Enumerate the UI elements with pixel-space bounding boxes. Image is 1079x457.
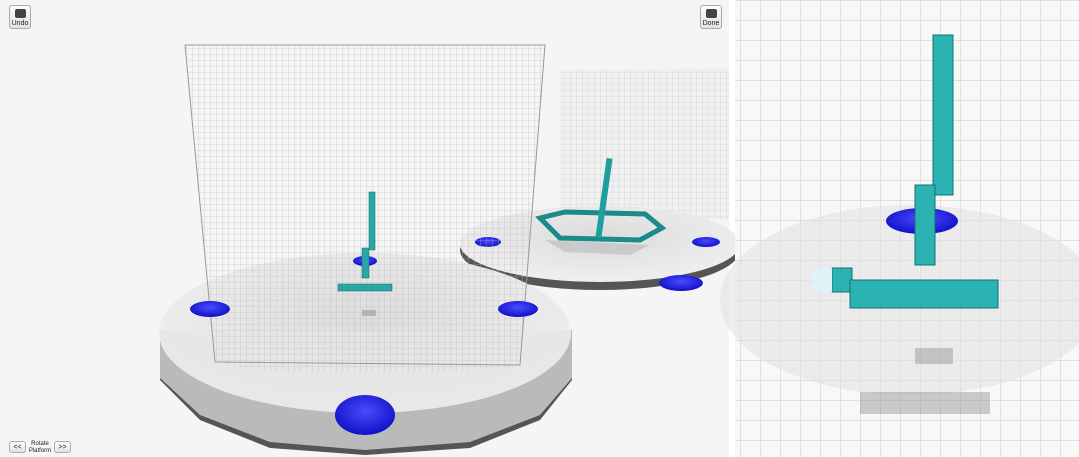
marker-disc — [190, 301, 230, 317]
shadow — [362, 310, 376, 316]
undo-icon — [15, 9, 26, 18]
shadow — [860, 392, 990, 414]
save-icon — [706, 9, 717, 18]
rotate-left-button[interactable]: << — [9, 441, 26, 453]
scene — [0, 0, 1079, 457]
rotate-label: Rotate Platform — [27, 441, 53, 455]
marker-disc — [335, 395, 395, 435]
undo-button[interactable]: Undo — [9, 5, 31, 29]
done-button[interactable]: Done — [700, 5, 722, 29]
build-grid — [185, 45, 545, 372]
shadow — [915, 348, 953, 364]
undo-label: Undo — [12, 20, 29, 27]
ghost-block — [812, 268, 832, 292]
marker-disc — [498, 301, 538, 317]
game-screen: Undo Done << Rotate Platform >> — [0, 0, 1079, 457]
rotate-right-button[interactable]: >> — [54, 441, 71, 453]
done-label: Done — [703, 20, 720, 27]
